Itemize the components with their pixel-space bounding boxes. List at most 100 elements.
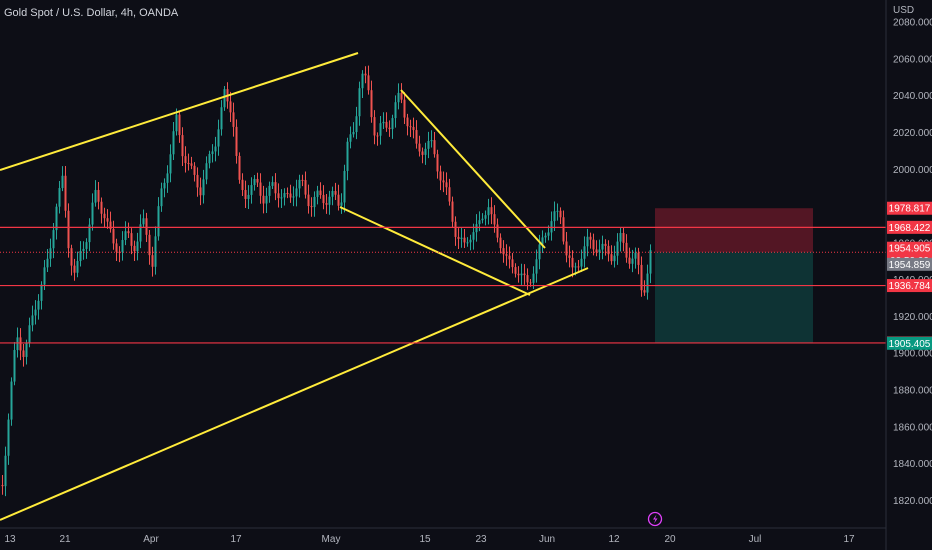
chart-title: Gold Spot / U.S. Dollar, 4h, OANDA <box>4 7 179 19</box>
candle-body <box>58 188 61 207</box>
candle-body <box>253 178 256 186</box>
candle-body <box>163 182 166 189</box>
candle-body <box>421 151 424 155</box>
candle-body <box>49 248 52 259</box>
candle-body <box>106 218 109 222</box>
candle-body <box>280 197 283 199</box>
x-tick-label: 20 <box>664 534 676 545</box>
candle-body <box>589 236 592 240</box>
candle-body <box>250 185 253 195</box>
candle-body <box>373 117 376 136</box>
candle-body <box>193 165 196 175</box>
x-tick-label: 13 <box>4 534 16 545</box>
x-tick-label: 12 <box>608 534 620 545</box>
flash-icon[interactable] <box>647 511 663 527</box>
candle-body <box>532 273 535 283</box>
candle-body <box>214 146 217 152</box>
candle-body <box>586 236 589 247</box>
channel-lower-trendline[interactable] <box>0 267 589 521</box>
candle-body <box>535 259 538 274</box>
candle-body <box>493 214 496 225</box>
y-tick-label: 1840.000 <box>893 459 932 470</box>
price-badge <box>887 241 932 255</box>
candle-body <box>631 258 634 264</box>
candle-body <box>556 210 559 212</box>
candle-body <box>316 190 319 197</box>
candles-layer <box>1 65 652 497</box>
price-labels: 1978.8171968.4221954.90503:52:021954.859… <box>887 201 932 350</box>
candle-body <box>628 257 631 264</box>
candle-body <box>643 290 646 293</box>
candle-body <box>34 309 37 316</box>
candle-body <box>460 237 463 239</box>
candle-body <box>289 193 292 198</box>
candle-body <box>364 73 367 76</box>
candle-body <box>295 188 298 197</box>
candle-body <box>403 99 406 118</box>
price-badge-label: 1954.859 <box>889 260 931 271</box>
candle-body <box>37 300 40 310</box>
candle-body <box>22 350 25 357</box>
candle-body <box>28 325 31 344</box>
candle-body <box>109 221 112 230</box>
candle-body <box>7 419 10 456</box>
y-tick-label: 2060.000 <box>893 54 932 65</box>
candle-body <box>511 259 514 268</box>
candle-body <box>208 154 211 164</box>
candle-body <box>607 245 610 255</box>
candle-body <box>544 235 547 238</box>
y-tick-label: 1880.000 <box>893 386 932 397</box>
candle-body <box>199 187 202 196</box>
candle-body <box>313 196 316 208</box>
candle-body <box>55 206 58 231</box>
candle-body <box>61 175 64 189</box>
stop-loss-zone[interactable] <box>655 208 813 253</box>
candle-body <box>88 224 91 243</box>
candle-body <box>466 242 469 244</box>
horizontal-lines-layer[interactable] <box>0 226 886 344</box>
candle-body <box>142 218 145 225</box>
candle-body <box>598 249 601 253</box>
wedge-lower-trendline[interactable] <box>339 206 531 296</box>
candle-body <box>13 350 16 382</box>
candle-body <box>229 101 232 113</box>
candle-body <box>478 220 481 225</box>
candle-body <box>175 114 178 132</box>
candle-body <box>148 234 151 256</box>
x-tick-label: Jul <box>749 534 762 545</box>
price-badge <box>887 220 932 234</box>
candle-body <box>517 273 520 276</box>
channel-upper-trendline[interactable] <box>0 52 359 171</box>
candle-body <box>238 155 241 180</box>
candle-body <box>115 243 118 252</box>
y-tick-label: 2080.000 <box>893 18 932 29</box>
candle-body <box>124 231 127 240</box>
candle-body <box>271 182 274 186</box>
candle-body <box>454 221 457 237</box>
candle-body <box>613 255 616 262</box>
candle-body <box>430 140 433 142</box>
candle-body <box>622 233 625 243</box>
candle-body <box>379 123 382 136</box>
wedge-upper-trendline[interactable] <box>400 89 546 249</box>
take-profit-zone[interactable] <box>655 252 813 344</box>
candle-body <box>610 254 613 262</box>
candle-body <box>19 337 22 351</box>
candle-body <box>178 114 181 136</box>
candle-body <box>352 132 355 135</box>
candle-body <box>64 175 67 211</box>
candle-body <box>85 242 88 249</box>
time-scale[interactable]: 13 21 Apr 17 May 15 23 Jun 12 20 Jul 17 <box>4 534 855 545</box>
candle-body <box>166 173 169 183</box>
candle-body <box>328 196 331 205</box>
candle-body <box>559 210 562 218</box>
candle-body <box>538 244 541 260</box>
trendlines-layer[interactable] <box>0 52 589 521</box>
candle-body <box>4 455 7 487</box>
candle-body <box>409 126 412 128</box>
candle-body <box>433 140 436 155</box>
candle-body <box>205 163 208 180</box>
candle-body <box>283 193 286 198</box>
